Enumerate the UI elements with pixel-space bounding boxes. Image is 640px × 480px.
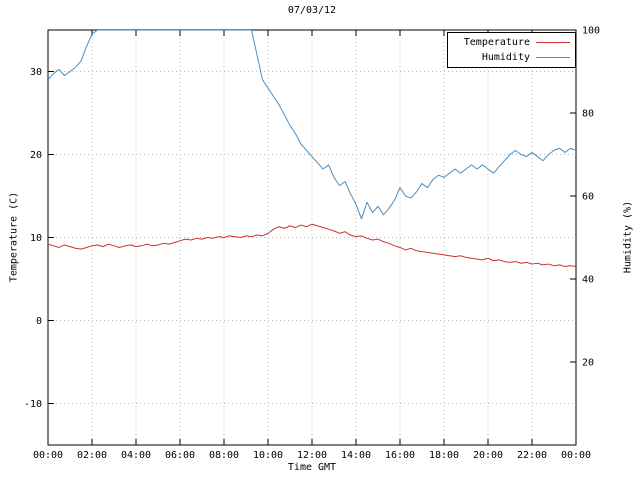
legend-swatch-temperature [536,42,570,43]
svg-text:02:00: 02:00 [77,450,107,461]
svg-text:20: 20 [30,150,42,161]
legend-swatch-humidity [536,57,570,58]
grid [48,30,576,445]
tick-marks [47,29,577,445]
svg-text:22:00: 22:00 [517,450,547,461]
temperature-line [48,223,576,268]
svg-text:60: 60 [582,192,594,203]
svg-text:14:00: 14:00 [341,450,371,461]
svg-text:00:00: 00:00 [33,450,63,461]
svg-text:16:00: 16:00 [385,450,415,461]
svg-text:100: 100 [582,26,600,37]
chart-title: 07/03/12 [287,5,337,16]
y-axis-label-right: Humidity (%) [622,200,634,274]
svg-text:10: 10 [30,233,42,244]
svg-text:04:00: 04:00 [121,450,151,461]
legend-label-temperature: Temperature [463,37,530,48]
svg-text:30: 30 [30,67,42,78]
x-axis-label: Time GMT [287,462,337,473]
legend-item-humidity: Humidity [450,50,570,65]
svg-text:10:00: 10:00 [253,450,283,461]
svg-text:08:00: 08:00 [209,450,239,461]
svg-text:0: 0 [36,316,42,327]
svg-text:-10: -10 [24,399,42,410]
legend: Temperature Humidity [447,32,576,68]
x-tick-labels: 00:00 02:00 04:00 06:00 08:00 10:00 12:00 14:00… [33,450,591,461]
svg-text:12:00: 12:00 [297,450,327,461]
svg-text:18:00: 18:00 [429,450,459,461]
svg-text:80: 80 [582,109,594,120]
y-axis-label-left: Temperature (C) [8,191,20,283]
svg-text:20: 20 [582,358,594,369]
svg-text:40: 40 [582,275,594,286]
svg-text:20:00: 20:00 [473,450,503,461]
legend-item-temperature: Temperature [450,35,570,50]
y-right-tick-labels: 20 40 60 80 100 [582,26,600,369]
svg-text:00:00: 00:00 [561,450,591,461]
y-left-tick-labels: -10 0 10 20 30 [24,67,42,410]
legend-label-humidity: Humidity [481,52,530,63]
humidity-line [48,30,576,220]
svg-text:06:00: 06:00 [165,450,195,461]
